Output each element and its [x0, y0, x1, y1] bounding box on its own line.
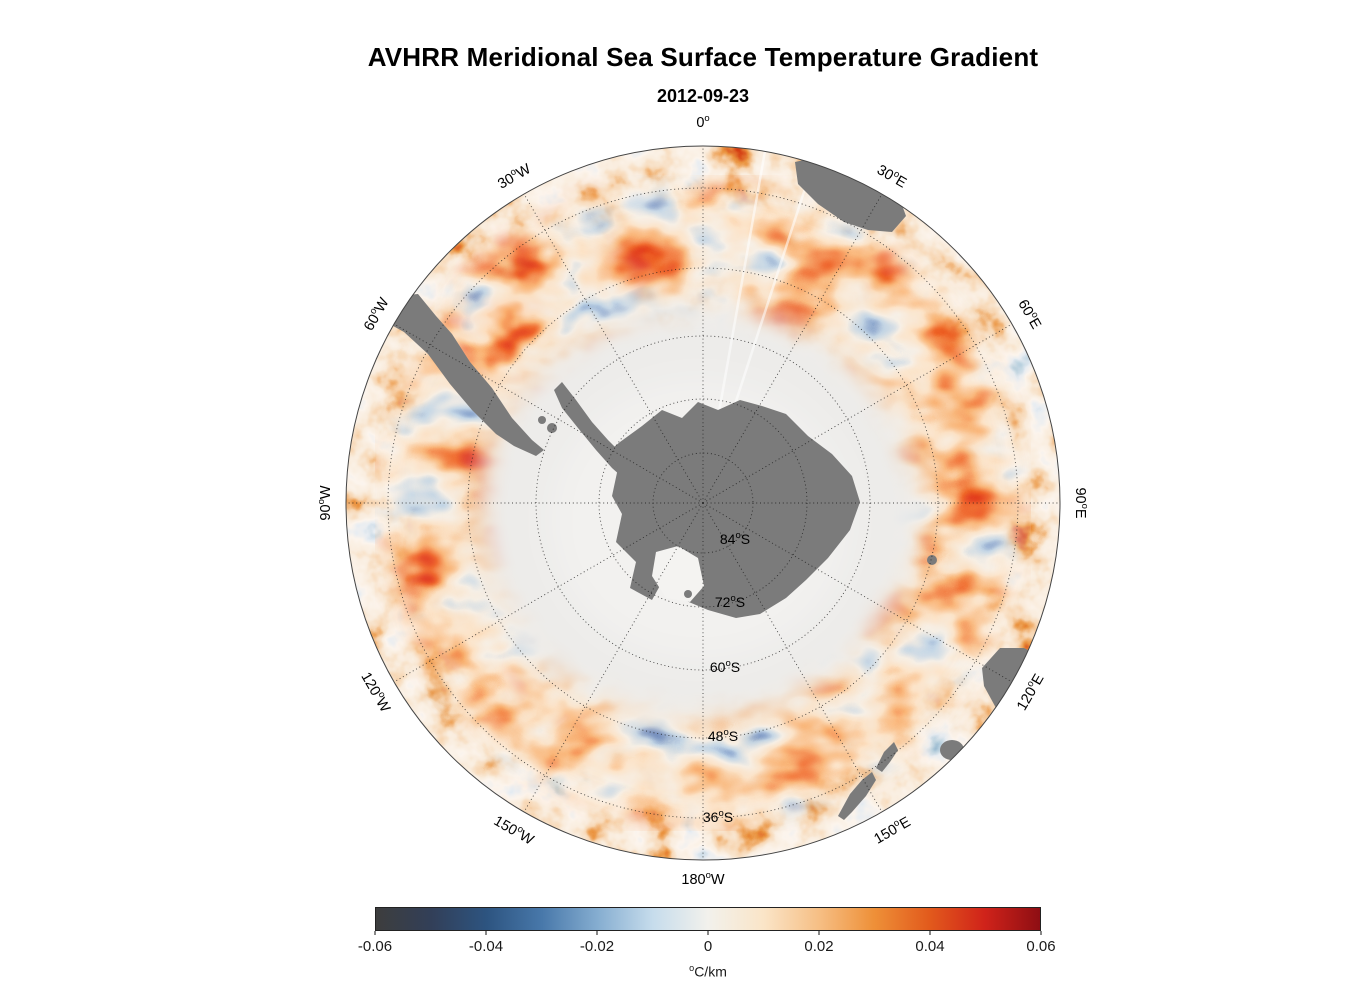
colorbar-tick-mark — [1040, 931, 1042, 935]
colorbar-tick-mark — [818, 931, 820, 935]
colorbar-tick-label: -0.02 — [579, 938, 615, 955]
latitude-circle-60s — [535, 335, 871, 671]
colorbar-unit-label: oC/km — [689, 963, 727, 980]
ice-shelf-island — [684, 590, 692, 598]
colorbar-tick-mark — [707, 931, 709, 935]
lon-label-150e: 150oE — [871, 812, 914, 847]
colorbar-tick-label: 0.04 — [915, 938, 945, 955]
colorbar-gradient — [375, 907, 1041, 931]
lon-label-60e: 60oE — [1014, 296, 1045, 332]
new-zealand-south-island — [838, 772, 876, 820]
colorbar-tick-label: -0.04 — [468, 938, 504, 955]
lon-label-90e: 90oE — [1072, 487, 1090, 518]
lon-label-120w: 120oW — [357, 669, 394, 716]
polar-map-figure: 84oS 72oS 60oS 48oS 36oS 0o 30oE 60oE 90… — [316, 113, 1090, 888]
chart-subtitle: 2012-09-23 — [656, 86, 750, 106]
lon-label-30w: 30oW — [494, 159, 534, 192]
falkland-islands — [538, 416, 546, 424]
latitude-circle-36s — [387, 187, 1019, 819]
chart-title: AVHRR Meridional Sea Surface Temperature… — [367, 42, 1039, 72]
lon-label-180w: 180oW — [681, 870, 725, 888]
graticule — [346, 146, 1060, 860]
latitude-labels: 84oS 72oS 60oS 48oS 36oS — [703, 530, 750, 825]
colorbar-tick-label: 0 — [703, 938, 713, 955]
ross-ice-shelf — [652, 546, 704, 602]
colorbar-tick-label: -0.06 — [357, 938, 393, 955]
lon-label-60w: 60oW — [359, 294, 392, 334]
lon-label-120e: 120oE — [1012, 670, 1047, 713]
australia-landmass — [982, 648, 1060, 772]
colorbar: -0.06 -0.04 -0.02 0 0.02 0.04 0.06 oC/km — [358, 907, 1056, 987]
kerguelen-island — [927, 555, 937, 565]
new-zealand-north-island — [876, 742, 898, 772]
lon-label-150w: 150oW — [491, 811, 538, 848]
falkland-islands — [547, 423, 557, 433]
lat-label-72s: 72oS — [715, 593, 745, 610]
lon-label-30e: 30oE — [874, 160, 910, 191]
lon-label-90w: 90oW — [316, 485, 334, 520]
south-america-landmass — [382, 294, 544, 456]
latitude-circle-48s — [467, 267, 939, 739]
colorbar-tick-mark — [485, 931, 487, 935]
lat-label-36s: 36oS — [703, 808, 733, 825]
lon-label-0: 0o — [696, 113, 709, 131]
lat-label-48s: 48oS — [708, 727, 738, 744]
colorbar-tick-mark — [374, 931, 376, 935]
latitude-circle-72s — [598, 398, 808, 608]
acc-front-band — [387, 187, 1019, 819]
longitude-labels: 0o 30oE 60oE 90oE 120oE 150oE 180oW 150o… — [316, 113, 1090, 888]
colorbar-tick-label: 0.06 — [1026, 938, 1056, 955]
map-border-circle — [345, 145, 1061, 861]
colorbar-tick-label: 0.02 — [804, 938, 834, 955]
degree-symbol: o — [689, 963, 695, 973]
colorbar-tick-mark — [596, 931, 598, 935]
colorbar-tick-mark — [929, 931, 931, 935]
lat-label-60s: 60oS — [710, 658, 740, 675]
lat-label-84s: 84oS — [720, 530, 750, 547]
